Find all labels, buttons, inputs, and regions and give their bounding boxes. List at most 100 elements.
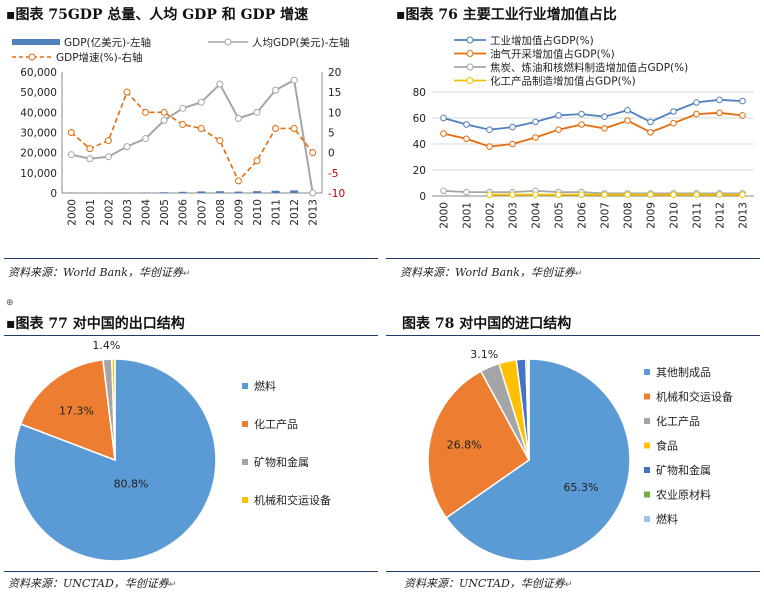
point-growth xyxy=(67,129,75,136)
point-growth xyxy=(234,177,242,185)
series-point xyxy=(532,118,539,126)
point-growth xyxy=(123,88,131,96)
title-text: 图表 76 主要工业行业增加值占比 xyxy=(405,7,617,23)
series-point xyxy=(601,191,608,198)
bar-gdp xyxy=(234,191,243,193)
x-tick-label: 2008 xyxy=(215,199,227,226)
series-point xyxy=(486,126,493,133)
pie-data-label: 26.8% xyxy=(447,439,482,452)
x-tick-label: 2007 xyxy=(196,199,208,226)
legend-swatch-gdp xyxy=(12,39,60,45)
point-growth xyxy=(272,124,280,132)
point-per-capita xyxy=(272,86,280,94)
y-tick-label-right: 20 xyxy=(328,67,341,79)
series-point xyxy=(670,108,677,115)
legend-swatch xyxy=(242,497,248,503)
x-tick-label: 2012 xyxy=(289,199,301,226)
legend-label-per-capita: 人均GDP(美元)-左轴 xyxy=(252,36,350,49)
point-growth xyxy=(216,137,224,145)
y-tick-label-right: 5 xyxy=(328,128,335,140)
point-per-capita xyxy=(234,114,242,122)
x-tick-label: 2005 xyxy=(554,202,566,229)
series-point xyxy=(739,97,746,105)
pie-slice xyxy=(445,358,631,562)
title-text: 图表 77 对中国的出口结构 xyxy=(15,316,185,332)
series-line xyxy=(443,189,743,195)
point-growth xyxy=(142,108,150,116)
pie-data-label: 80.8% xyxy=(114,477,149,490)
point-growth xyxy=(309,149,317,157)
series-line xyxy=(443,98,743,131)
legend-swatch xyxy=(644,418,650,424)
x-tick-label: 2009 xyxy=(233,199,245,226)
x-tick-label: 2010 xyxy=(669,202,681,229)
legend-label: 矿物和金属 xyxy=(656,463,711,477)
series-point xyxy=(601,125,608,132)
y-tick-label-right: 0 xyxy=(328,148,335,160)
panel-fig76: ▪图表 76 主要工业行业增加值占比 工业增加值占GDP(%) 油气开采增加值占G… xyxy=(382,0,764,290)
legend-swatch xyxy=(242,383,248,389)
legend-swatch xyxy=(644,442,650,449)
point-per-capita xyxy=(309,189,317,197)
source-text: 资料来源：World Bank，华创证券 xyxy=(8,266,183,279)
series-point xyxy=(509,123,516,131)
x-tick-label: 2007 xyxy=(600,202,612,229)
y-tick-label-left: 0 xyxy=(50,188,57,200)
series-point xyxy=(532,134,539,141)
series-point xyxy=(624,117,631,124)
legend-label: 化工产品 xyxy=(254,417,298,431)
series-point xyxy=(670,119,677,127)
y-tick-label: 20 xyxy=(413,165,426,177)
y-tick-label-right: -5 xyxy=(328,168,338,180)
x-tick-label: 2010 xyxy=(252,199,264,226)
point-per-capita xyxy=(290,76,298,84)
pie-slice xyxy=(111,358,116,461)
point-per-capita xyxy=(197,98,205,106)
x-tick-label: 2003 xyxy=(122,199,134,226)
x-tick-label: 2004 xyxy=(531,202,543,229)
divider xyxy=(4,258,378,259)
pie-data-label: 65.3% xyxy=(563,481,598,494)
legend-swatch xyxy=(644,516,650,522)
y-tick-label: 60 xyxy=(413,113,426,125)
x-tick-label: 2005 xyxy=(159,199,171,226)
x-tick-label: 2006 xyxy=(178,199,190,226)
point-growth xyxy=(179,120,187,128)
series-point xyxy=(693,110,700,118)
legend-swatch xyxy=(242,421,248,427)
divider xyxy=(386,571,760,572)
legend-marker xyxy=(466,36,474,44)
legend-marker xyxy=(466,50,474,57)
x-tick-label: 2003 xyxy=(508,202,520,229)
divider xyxy=(386,258,760,259)
legend-swatch xyxy=(644,369,650,375)
legend-label: 化工产品 xyxy=(656,414,700,428)
series-point xyxy=(647,118,654,126)
series-point xyxy=(486,143,493,150)
legend-swatch xyxy=(242,459,248,465)
series-point xyxy=(647,191,654,198)
series-point xyxy=(555,112,562,119)
series-point xyxy=(716,109,723,117)
series-point xyxy=(486,191,493,198)
bar-gdp xyxy=(290,190,299,193)
chart-fig78: 65.3% 26.8% 3.1% 其他制成品机械和交运设备化工产品食品矿物和金属农业原… xyxy=(427,348,733,562)
y-tick-label-left: 50,000 xyxy=(20,87,57,99)
series-point xyxy=(463,135,470,143)
x-tick-label: 2013 xyxy=(738,202,750,229)
point-growth xyxy=(290,124,298,132)
x-tick-label: 2006 xyxy=(577,202,589,229)
source-note: 资料来源：UNCTAD，华创证券↵ xyxy=(8,575,176,591)
x-tick-label: 2011 xyxy=(692,202,704,229)
x-tick-label: 2009 xyxy=(646,202,658,229)
legend-label: 矿物和金属 xyxy=(254,455,309,469)
y-tick-label-left: 30,000 xyxy=(20,128,57,140)
point-per-capita xyxy=(67,151,75,159)
pilcrow-icon: ↵ xyxy=(564,580,573,590)
pilcrow-icon: ↵ xyxy=(182,269,191,279)
y-tick-label-left: 10,000 xyxy=(20,168,57,180)
y-tick-label-left: 60,000 xyxy=(20,67,57,79)
legend-swatch xyxy=(644,393,650,400)
point-per-capita xyxy=(104,153,112,161)
